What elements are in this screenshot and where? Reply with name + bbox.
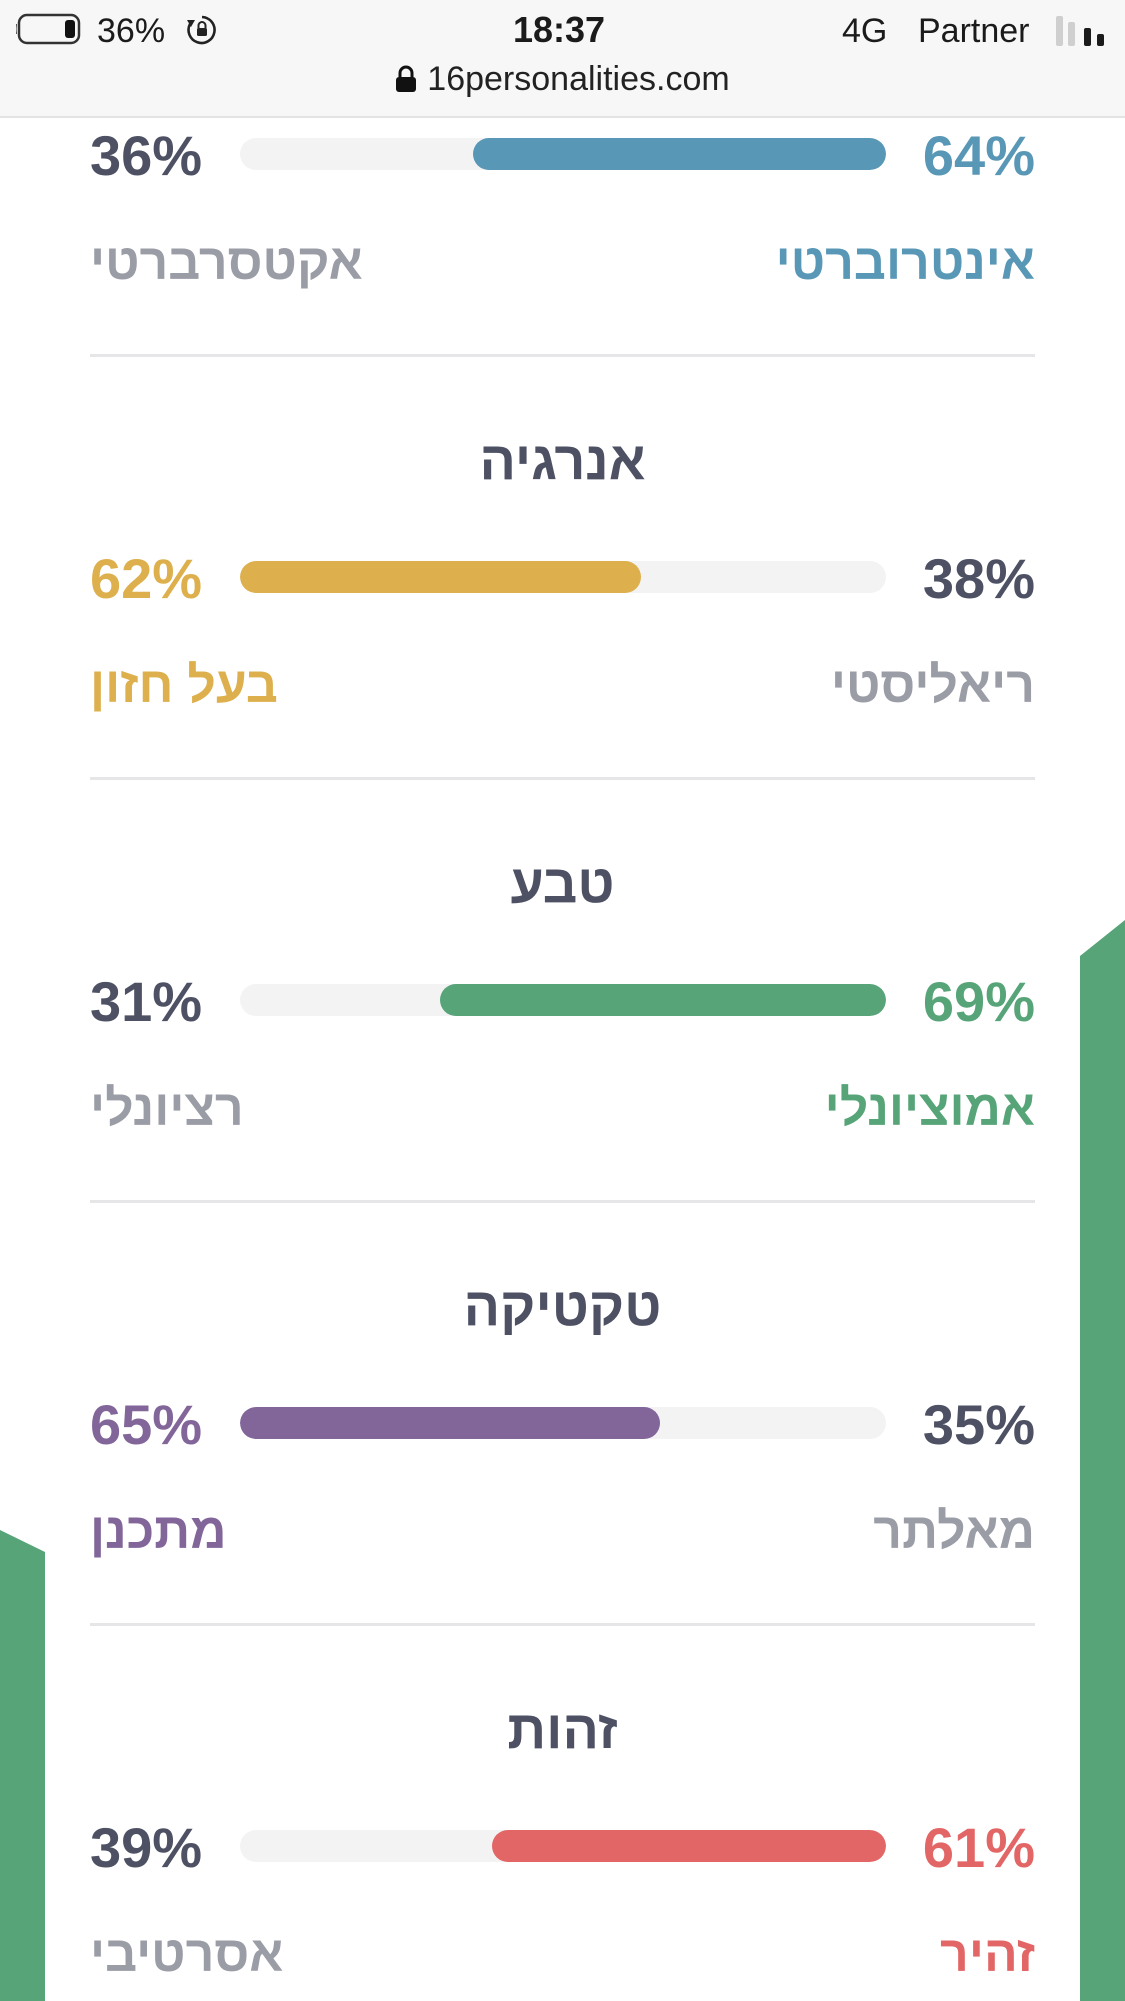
trait-bar-fill <box>240 1407 660 1439</box>
battery-icon <box>16 13 81 45</box>
decorative-green-shape-right <box>1080 920 1125 2001</box>
orientation-lock-icon <box>187 15 216 45</box>
trait-left-label: אקטסרברטי <box>90 234 363 290</box>
carrier-name: Partner <box>918 12 1030 50</box>
trait-left-percent: 62% <box>90 547 203 610</box>
trait-left-percent: 39% <box>90 1816 203 1879</box>
trait-title: טבע <box>510 854 615 914</box>
trait-bar-fill <box>440 984 886 1016</box>
trait-bar-track <box>240 984 886 1016</box>
trait-right-percent: 38% <box>922 547 1035 610</box>
status-bar: 36% 18:37 4G Partner 16personalities.com <box>0 0 1125 118</box>
clock: 18:37 <box>513 9 606 50</box>
network-type: 4G <box>842 12 888 50</box>
signal-strength-icon <box>1056 16 1104 46</box>
trait-left-label: בעל חזון <box>90 657 278 713</box>
trait-right-label: אמוציונלי <box>824 1080 1035 1136</box>
trait-left-percent: 36% <box>90 124 203 187</box>
trait-left-percent: 65% <box>90 1393 203 1456</box>
trait-bar-track <box>240 138 886 170</box>
trait-left-label: רציונלי <box>90 1080 244 1136</box>
trait-right-label: מאלתר <box>873 1503 1035 1559</box>
section-divider <box>90 777 1035 780</box>
trait-bar-fill <box>472 138 886 170</box>
section-divider <box>90 354 1035 357</box>
page-url: 16personalities.com <box>427 60 730 98</box>
trait-left-label: אסרטיבי <box>90 1926 284 1982</box>
section-divider <box>90 1623 1035 1626</box>
trait-bar-track <box>240 1407 886 1439</box>
decorative-green-shape-left <box>0 1530 45 2001</box>
trait-title: טקטיקה <box>463 1277 662 1337</box>
trait-title: אנרגיה <box>479 431 646 491</box>
lock-icon <box>396 65 417 92</box>
trait-bar-fill <box>491 1830 886 1862</box>
battery-percent: 36% <box>97 12 166 50</box>
trait-right-label: אינטרוברטי <box>775 234 1035 290</box>
trait-bar-track <box>240 561 886 593</box>
trait-right-percent: 61% <box>922 1816 1035 1879</box>
address-bar[interactable]: 16personalities.com <box>0 60 1125 99</box>
trait-left-percent: 31% <box>90 970 203 1033</box>
trait-left-label: מתכנן <box>90 1503 227 1559</box>
section-divider <box>90 1200 1035 1203</box>
trait-bar-fill <box>240 561 641 593</box>
trait-title: זהות <box>507 1700 618 1760</box>
trait-right-percent: 35% <box>922 1393 1035 1456</box>
trait-right-percent: 64% <box>922 124 1035 187</box>
trait-bar-track <box>240 1830 886 1862</box>
trait-right-label: זהיר <box>940 1926 1035 1982</box>
trait-right-percent: 69% <box>922 970 1035 1033</box>
trait-right-label: ריאליסטי <box>830 657 1035 713</box>
